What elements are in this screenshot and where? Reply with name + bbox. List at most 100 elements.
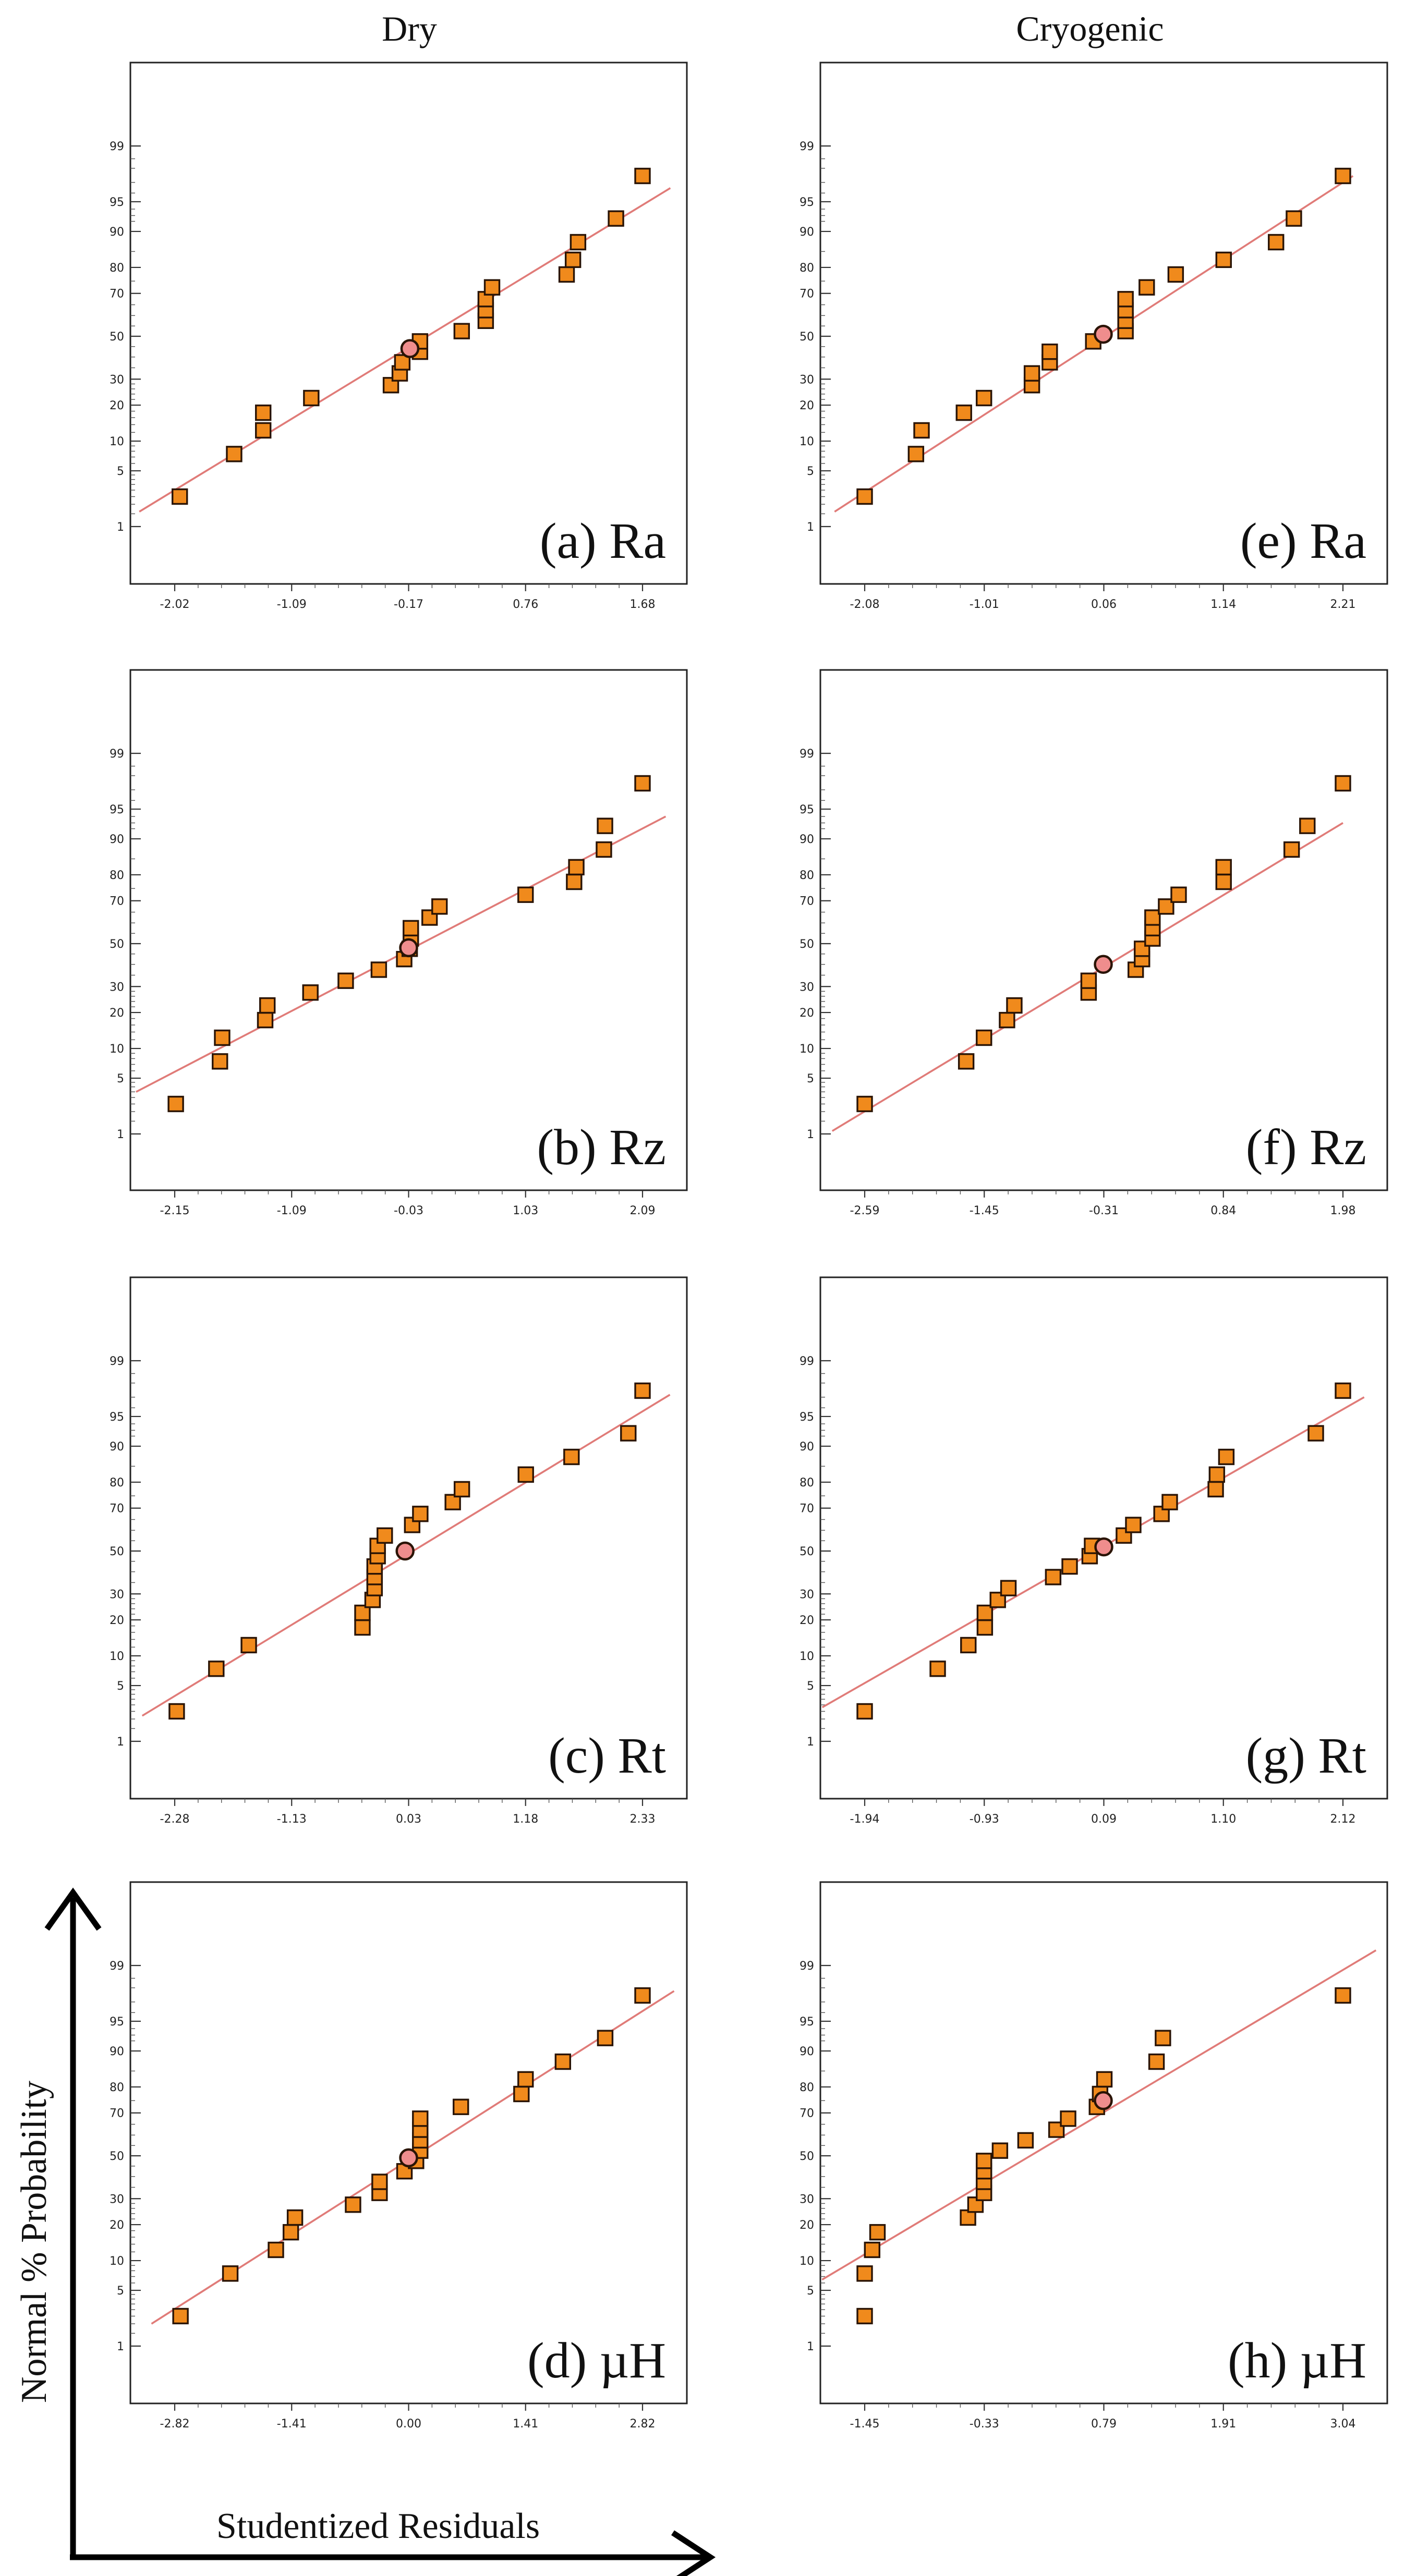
data-point [1283,841,1300,858]
x-tick-label: -1.41 [277,2418,307,2431]
data-point [255,404,272,421]
y-tick-label: 80 [110,1476,124,1490]
x-tick-label: -0.03 [394,1204,423,1217]
y-axis-title: Normal % Probability [14,2081,54,2403]
y-tick-label: 1 [117,1736,124,1749]
panel-c: 1 5 10 20 30 50 70 80 90 95 99 -2.28 -1.13 0.03 1.18 2.… [110,1276,688,1826]
data-point [1215,873,1232,890]
y-tick-label: 50 [110,2150,124,2163]
y-tick-label: 80 [110,2081,124,2094]
y-tick-label: 95 [110,196,124,209]
data-point [856,2265,873,2282]
data-point [282,2224,299,2241]
y-tick-label: 10 [110,2255,124,2268]
x-minor-ticks [198,2403,620,2408]
x-tick-label: -0.93 [970,1813,999,1826]
x-minor-ticks [888,584,1319,588]
column-header-dry: Dry [382,9,437,48]
y-tick-label: 1 [807,1128,814,1141]
data-point [1335,1987,1351,2004]
data-point [171,488,188,505]
data-point [257,1011,274,1029]
x-tick-label: 0.84 [1210,1204,1236,1217]
data-point [431,898,448,915]
data-point [634,167,651,185]
y-minor-ticks [130,1373,135,1729]
y-minor-ticks [130,1977,135,2334]
data-point [1155,2030,1171,2046]
x-tick-label: 0.09 [1091,1813,1117,1826]
center-point [399,938,418,958]
data-points [856,775,1351,1113]
x-tick-label: -1.09 [277,598,307,611]
data-point [214,1029,231,1046]
data-points [856,167,1351,505]
data-point [1096,2071,1113,2088]
data-point [370,961,387,978]
y-tick-label: 99 [110,140,124,153]
y-tick-label: 5 [807,2285,814,2298]
x-tick-label: -0.17 [394,598,423,611]
data-point [286,2209,304,2226]
data-point [620,1425,637,1442]
data-point [167,1095,184,1113]
x-minor-ticks [198,584,620,588]
data-point [976,1619,994,1636]
data-points [168,1382,651,1720]
y-tick-label: 30 [110,981,124,994]
data-point [976,2153,992,2169]
y-minor-ticks [130,765,135,1122]
x-tick-label: -2.15 [160,1204,190,1217]
data-point [452,2098,469,2115]
y-tick-label: 70 [110,1503,124,1516]
data-point [483,279,501,296]
x-minor-ticks [198,1799,620,1803]
data-point [1170,886,1187,903]
data-points [856,1987,1351,2325]
data-point [345,2196,361,2213]
data-point [1215,859,1232,876]
panel-label: (b) Rz [537,1119,666,1176]
data-point [255,422,272,439]
data-point [1041,343,1058,360]
y-tick-label: 20 [110,1007,124,1020]
x-tick-label: 1.10 [1210,1813,1236,1826]
y-tick-label: 1 [117,2340,124,2353]
y-tick-label: 10 [800,435,814,448]
panel-label: (e) Ra [1240,513,1366,569]
y-tick-label: 30 [110,2193,124,2206]
y-tick-label: 99 [800,748,814,761]
y-tick-label: 90 [800,2045,814,2058]
y-tick-label: 80 [800,869,814,882]
data-point [1045,1569,1062,1585]
y-tick-label: 90 [800,833,814,846]
center-point [1094,1537,1113,1557]
x-tick-label: 2.33 [630,1813,656,1826]
data-point [172,2308,189,2325]
data-point [303,389,320,407]
panel-d: 1 5 10 20 30 50 70 80 90 95 99 -2.82 -1.41 0.00 1.41 2.… [110,1881,688,2431]
data-point [337,972,354,989]
data-point [1268,234,1285,251]
y-tick-label: 90 [110,2045,124,2058]
data-points [172,1987,651,2325]
x-tick-label: -2.08 [850,598,880,611]
plot-frame [819,62,1388,585]
data-point [976,389,992,407]
data-point [913,422,930,439]
y-tick-label: 90 [110,226,124,239]
data-point [302,984,319,1001]
plot-frame [129,1881,688,2404]
x-tick-label: -1.45 [970,1204,999,1217]
data-point [634,1382,651,1399]
data-point [1218,1448,1235,1466]
y-tick-label: 70 [800,1503,814,1516]
y-tick-label: 70 [800,2107,814,2120]
data-point [403,920,419,937]
data-point [259,997,276,1014]
data-point [517,1466,534,1483]
panel-label: (f) Rz [1246,1119,1366,1176]
data-point [212,1053,228,1070]
data-point [240,1637,257,1654]
